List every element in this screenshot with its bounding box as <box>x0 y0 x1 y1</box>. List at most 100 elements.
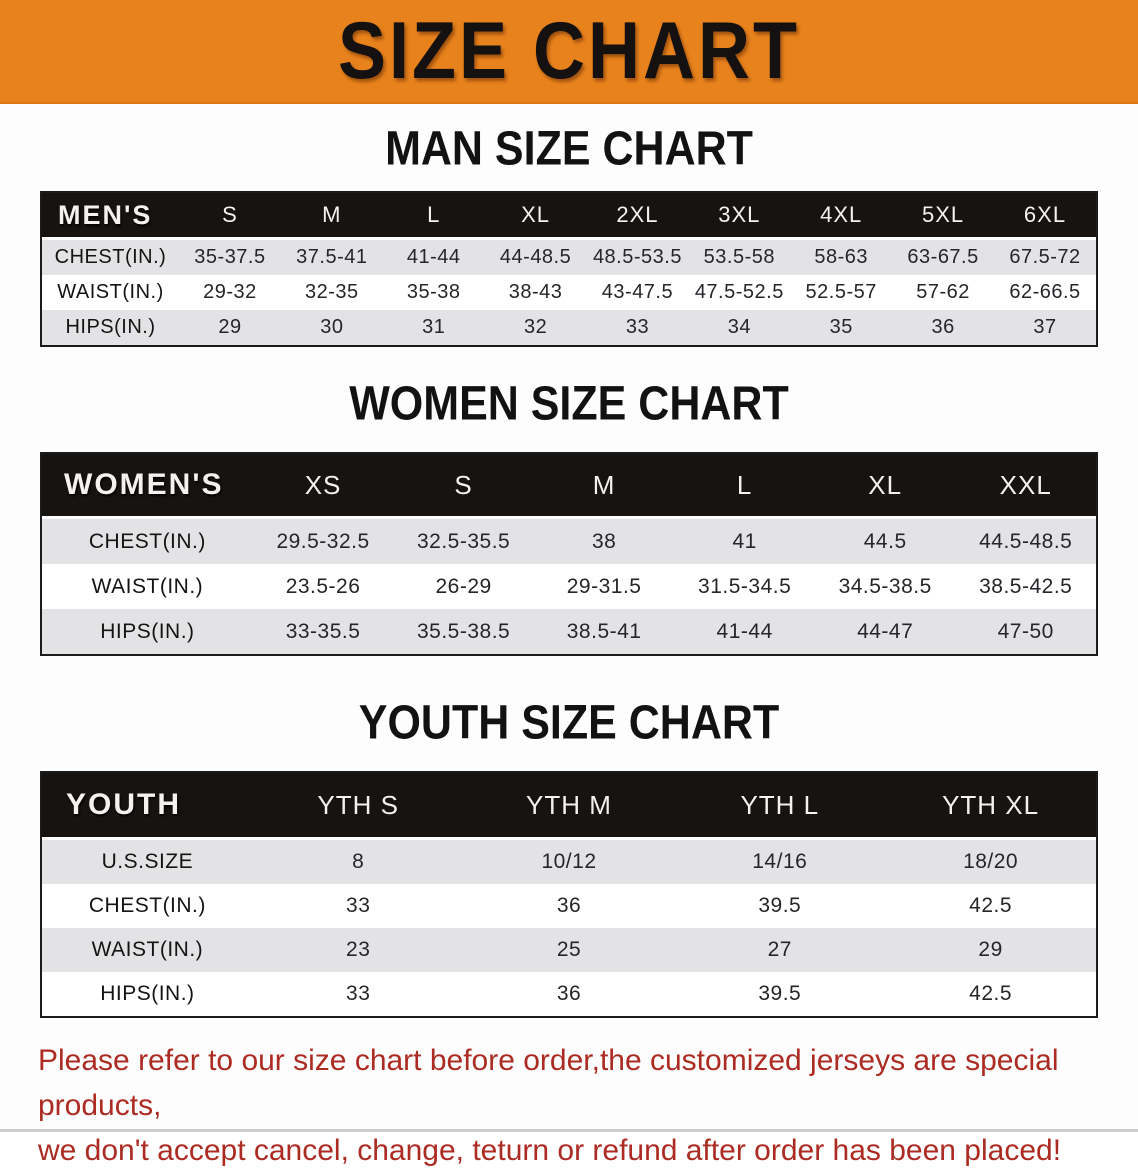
measure-row: CHEST(IN.) 33 36 39.5 42.5 <box>42 884 1096 928</box>
size-col-header: 5XL <box>892 193 995 240</box>
measure-value: 35-37.5 <box>194 246 266 268</box>
measure-value: 33 <box>346 894 371 917</box>
measure-row: U.S.SIZE 8 10/12 14/16 18/20 <box>42 840 1096 884</box>
section-womens: WOMEN SIZE CHART WOMEN'S XS S M L XL XXL CHEST(I… <box>0 377 1138 656</box>
womens-section-title: WOMEN SIZE CHART <box>0 377 1138 431</box>
measure-value: 52.5-57 <box>805 281 877 303</box>
measure-row: HIPS(IN.) 29 30 31 32 33 34 35 36 37 <box>42 310 1096 345</box>
measure-value: 27 <box>767 938 792 961</box>
measure-value: 63-67.5 <box>907 246 979 268</box>
measure-label: U.S.SIZE <box>101 850 194 873</box>
measure-value: 8 <box>352 850 365 873</box>
measure-value: 35-38 <box>406 281 461 303</box>
size-col-header: YTH M <box>463 773 675 840</box>
size-col-header: M <box>280 193 383 240</box>
measure-value: 35.5-38.5 <box>416 619 511 643</box>
size-col-header: L <box>382 193 485 240</box>
measure-label: WAIST(IN.) <box>91 938 204 961</box>
mens-section-title: MAN SIZE CHART <box>0 125 1138 173</box>
measure-value: 25 <box>556 938 582 961</box>
measure-value: 41 <box>732 529 757 553</box>
measure-value: 38.5-41 <box>566 619 642 643</box>
size-col-header: 2XL <box>586 193 689 240</box>
bottom-edge-shadow <box>0 1129 1138 1132</box>
womens-size-table: WOMEN'S XS S M L XL XXL CHEST(IN.) 29.5-32.5 32.5… <box>40 452 1098 656</box>
size-col-header: M <box>533 454 675 519</box>
measure-value: 23.5-26 <box>285 574 361 598</box>
measure-label: CHEST(IN.) <box>88 529 206 553</box>
measure-row: HIPS(IN.) 33-35.5 35.5-38.5 38.5-41 41-44 44-… <box>42 609 1096 654</box>
size-header-row: YOUTH YTH S YTH M YTH L YTH XL <box>42 773 1096 840</box>
section-mens: MAN SIZE CHART MEN'S S M L XL 2XL 3XL 4XL 5XL 6XL C… <box>0 125 1138 347</box>
measure-value: 38-43 <box>508 281 563 303</box>
measure-value: 23 <box>346 938 371 961</box>
measure-value: 35 <box>829 316 853 338</box>
measure-value: 42.5 <box>969 894 1013 917</box>
size-col-header: YTH L <box>674 773 886 840</box>
measure-value: 29.5-32.5 <box>276 529 370 553</box>
table-header-label: YOUTH <box>42 773 253 840</box>
section-title-text: WOMEN SIZE CHART <box>349 377 789 431</box>
measure-label: CHEST(IN.) <box>88 894 206 917</box>
measure-value: 31 <box>422 316 446 338</box>
youth-section-title: YOUTH SIZE CHART <box>0 696 1138 750</box>
measure-label: HIPS(IN.) <box>65 316 156 338</box>
measure-value: 29 <box>218 316 242 338</box>
measure-value: 39.5 <box>758 894 802 917</box>
measure-value: 32 <box>523 316 548 338</box>
measure-value: 39.5 <box>758 982 802 1005</box>
section-title-text: YOUTH SIZE CHART <box>358 696 780 750</box>
section-youth: YOUTH SIZE CHART YOUTH YTH S YTH M YTH L YTH … <box>0 696 1138 1018</box>
measure-value: 10/12 <box>541 850 597 873</box>
table-header-label: MEN'S <box>42 193 180 240</box>
size-col-header: S <box>179 193 281 240</box>
measure-label: WAIST(IN.) <box>57 281 164 303</box>
measure-label: HIPS(IN.) <box>100 619 195 643</box>
measure-value: 33 <box>625 316 650 338</box>
measure-value: 36 <box>556 982 582 1005</box>
measure-value: 32.5-35.5 <box>416 529 511 553</box>
measure-value: 36 <box>931 316 955 338</box>
measure-value: 62-66.5 <box>1009 281 1081 303</box>
measure-value: 44-47 <box>857 619 914 643</box>
measure-label: WAIST(IN.) <box>91 574 204 598</box>
measure-value: 38.5-42.5 <box>979 574 1073 598</box>
size-col-header: L <box>674 454 815 519</box>
size-col-header: XL <box>814 454 956 519</box>
measure-value: 37 <box>1033 316 1057 338</box>
measure-value: 18/20 <box>963 850 1019 873</box>
table-header-label: WOMEN'S <box>42 454 253 519</box>
measure-value: 33-35.5 <box>285 619 361 643</box>
measure-value: 36 <box>556 894 582 917</box>
measure-value: 26-29 <box>435 574 492 598</box>
sections: MAN SIZE CHART MEN'S S M L XL 2XL 3XL 4XL 5XL 6XL C… <box>0 125 1138 1018</box>
size-col-header: XXL <box>955 454 1096 519</box>
measure-value: 29 <box>978 938 1003 961</box>
measure-value: 29-31.5 <box>566 574 642 598</box>
size-header-row: WOMEN'S XS S M L XL XXL <box>42 454 1096 519</box>
measure-value: 29-32 <box>203 281 257 303</box>
youth-size-table: YOUTH YTH S YTH M YTH L YTH XL U.S.SIZE 8 10/12… <box>40 771 1098 1018</box>
measure-value: 37.5-41 <box>296 246 368 268</box>
measure-value: 14/16 <box>752 850 808 873</box>
measure-value: 44.5 <box>863 529 907 553</box>
measure-value: 34 <box>727 316 751 338</box>
measure-value: 33 <box>346 982 371 1005</box>
measure-value: 34.5-38.5 <box>838 574 932 598</box>
banner: SIZE CHART <box>0 0 1138 104</box>
measure-value: 38 <box>591 529 617 553</box>
notice-line-1: Please refer to our size chart before or… <box>38 1044 1059 1122</box>
measure-row: CHEST(IN.) 29.5-32.5 32.5-35.5 38 41 44.5 44.5… <box>42 519 1096 564</box>
measure-row: WAIST(IN.) 23.5-26 26-29 29-31.5 31.5-34.5 34… <box>42 564 1096 609</box>
measure-value: 30 <box>320 316 344 338</box>
measure-value: 47-50 <box>997 619 1054 643</box>
measure-value: 42.5 <box>969 982 1013 1005</box>
measure-value: 48.5-53.5 <box>592 246 682 268</box>
measure-row: HIPS(IN.) 33 36 39.5 42.5 <box>42 972 1096 1016</box>
measure-value: 44-48.5 <box>499 246 572 268</box>
measure-value: 47.5-52.5 <box>694 281 784 303</box>
measure-value: 31.5-34.5 <box>698 574 792 598</box>
measure-value: 57-62 <box>916 281 970 303</box>
measure-row: WAIST(IN.) 23 25 27 29 <box>42 928 1096 972</box>
banner-title: SIZE CHART <box>338 6 800 96</box>
